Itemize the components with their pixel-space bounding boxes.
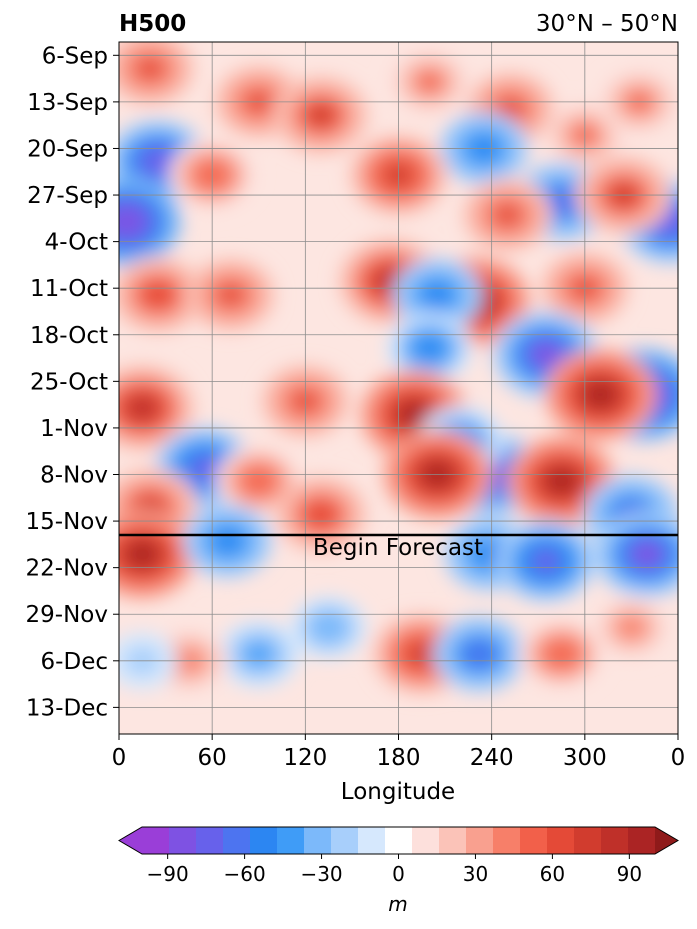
colorbar-segment (331, 827, 359, 854)
heat-feature-10-level-3 (119, 209, 142, 235)
colorbar-segment (466, 827, 494, 854)
y-tick-label: 1-Nov (40, 416, 108, 442)
heat-feature-36-level-3 (307, 503, 334, 526)
x-tick-label: 300 (563, 745, 607, 771)
colorbar: −90 −60 −30 0 30 60 90 (118, 826, 679, 886)
heat-feature-45-level-3 (466, 643, 493, 665)
y-tick-label: 6-Sep (42, 43, 108, 69)
colorbar-extend-high (655, 827, 678, 854)
y-tick-label: 18-Oct (30, 323, 108, 349)
plot-area: Begin Forecast (118, 41, 679, 735)
title-right: 30°N – 50°N (536, 11, 678, 37)
colorbar-segment (574, 827, 602, 854)
colorbar-segment (250, 827, 278, 854)
heat-feature-47-level-3 (317, 618, 340, 637)
colorbar-tick-label: 90 (617, 862, 642, 886)
colorbar-segment (277, 827, 305, 854)
x-tick-label: 0 (112, 745, 127, 771)
colorbar-segment (385, 827, 413, 854)
colorbar-segment (439, 827, 467, 854)
y-tick-label: 29-Nov (26, 602, 108, 628)
x-tick-label: 0 (671, 745, 686, 771)
heat-feature-24-level-3 (417, 338, 442, 359)
colorbar-label: m (388, 892, 407, 916)
x-axis: 0 60 120 180 240 300 0 (112, 734, 686, 771)
colorbar-outline (118, 826, 679, 855)
colorbar-segment (412, 827, 440, 854)
heat-feature-9-level-3 (548, 190, 575, 213)
heat-feature-21-level-3 (424, 284, 450, 306)
y-tick-label: 4-Oct (45, 230, 108, 256)
y-tick-label: 8-Nov (40, 463, 108, 489)
colorbar-segment (223, 827, 251, 854)
heat-feature-40-level-3 (476, 544, 502, 565)
colorbar-tick-label: 60 (540, 862, 565, 886)
y-tick-label: 20-Sep (27, 136, 108, 162)
heat-feature-26-level-3 (398, 402, 430, 428)
colorbar-segment (601, 827, 629, 854)
colorbar-segment (169, 827, 197, 854)
heat-feature-43-level-3 (247, 644, 271, 664)
heat-feature-41-level-3 (532, 549, 560, 573)
y-tick-label: 13-Dec (26, 695, 108, 721)
x-tick-label: 240 (470, 745, 514, 771)
heat-feature-17-level-3 (218, 284, 244, 306)
heat-feature-4-level-3 (137, 58, 163, 79)
heat-feature-44-level-3 (407, 642, 436, 666)
colorbar-segment (304, 827, 332, 854)
colorbar-segment (547, 827, 575, 854)
y-tick-label: 15-Nov (26, 509, 108, 535)
colorbar-segment (142, 827, 170, 854)
x-tick-label: 180 (377, 745, 421, 771)
colorbar-segment (628, 827, 656, 854)
colorbar-tick-label: −90 (147, 862, 189, 886)
heat-feature-34-level-3 (246, 471, 271, 492)
x-tick-label: 120 (283, 745, 327, 771)
heat-feature-25-level-3 (127, 395, 158, 421)
colorbar-extend-low (119, 827, 142, 854)
colorbar-segment (493, 827, 521, 854)
heat-feature-29-level-3 (190, 456, 219, 480)
y-tick-label: 6-Dec (41, 649, 108, 675)
x-axis-label: Longitude (341, 779, 455, 805)
heat-feature-22-level-3 (531, 342, 561, 367)
colorbar-segment (520, 827, 548, 854)
heat-feature-7-level-3 (143, 149, 173, 174)
colorbar-tick-label: 0 (392, 862, 405, 886)
title-left: H500 (119, 11, 186, 37)
y-tick-label: 27-Sep (27, 183, 108, 209)
colorbar-segment (196, 827, 224, 854)
x-tick-label: 60 (198, 745, 227, 771)
heat-feature-33-level-3 (546, 468, 577, 494)
y-tick-label: 25-Oct (30, 369, 108, 395)
y-tick-label: 13-Sep (27, 90, 108, 116)
colorbar-segment (358, 827, 386, 854)
heat-feature-42-level-3 (632, 542, 662, 567)
begin-forecast-label: Begin Forecast (313, 535, 483, 561)
heat-feature-15-level-3 (494, 204, 520, 226)
colorbar-tick-label: 30 (463, 862, 488, 886)
heat-feature-27-level-3 (584, 381, 617, 408)
y-tick-label: 22-Nov (26, 556, 108, 582)
grid-lines (119, 42, 678, 734)
heat-feature-3-level-3 (307, 104, 335, 127)
heat-feature-5-level-3 (417, 72, 442, 92)
y-axis: 6-Sep 13-Sep 20-Sep 27-Sep 4-Oct 11-Oct 18-Oct… (26, 43, 119, 721)
colorbar-tick-label: −30 (300, 862, 342, 886)
heatmap-field (119, 42, 678, 696)
heat-feature-1-level-3 (497, 98, 523, 119)
heat-feature-38-level-3 (127, 541, 158, 567)
heat-feature-46-level-3 (549, 644, 574, 665)
heat-feature-49-level-3 (620, 618, 643, 637)
y-tick-label: 11-Oct (30, 276, 108, 302)
colorbar-tick-label: −60 (223, 862, 265, 886)
heat-feature-16-level-3 (144, 284, 171, 306)
